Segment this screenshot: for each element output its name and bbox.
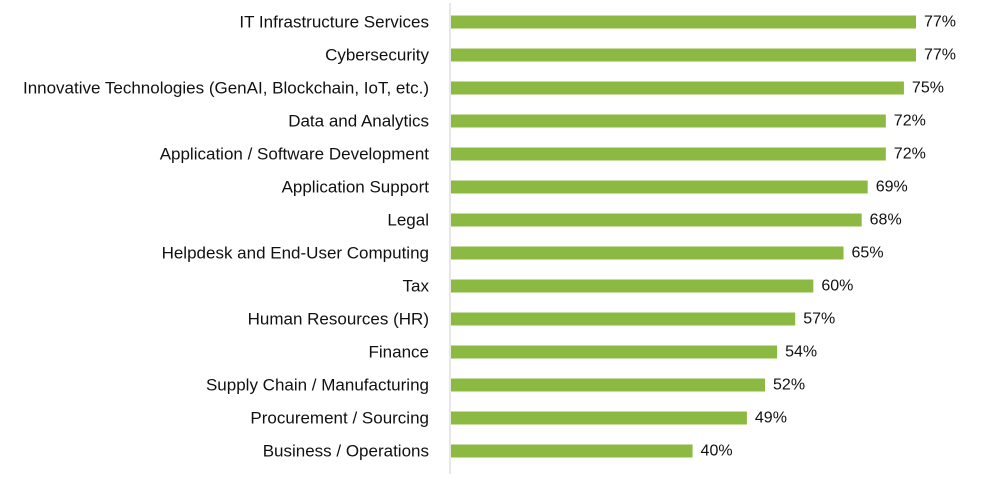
value-label: 49% [755, 410, 787, 427]
bar [451, 15, 916, 29]
category-label: Supply Chain / Manufacturing [206, 376, 429, 395]
value-label: 75% [912, 80, 944, 97]
value-label: 77% [924, 14, 956, 31]
bar [451, 147, 886, 161]
value-label: 57% [803, 311, 835, 328]
bar [451, 345, 778, 359]
category-label: Procurement / Sourcing [250, 409, 429, 428]
category-label: Finance [369, 343, 429, 362]
bar [451, 312, 796, 326]
bar [451, 411, 747, 425]
category-label: Tax [403, 277, 430, 296]
bar [451, 114, 886, 128]
category-label: Application / Software Development [160, 145, 430, 164]
bar [451, 246, 844, 260]
bar [451, 81, 904, 95]
value-label: 68% [870, 212, 902, 229]
category-label: Helpdesk and End-User Computing [162, 244, 429, 263]
category-label: Business / Operations [263, 442, 429, 461]
bar [451, 444, 693, 458]
bar [451, 180, 868, 194]
value-label: 52% [773, 377, 805, 394]
value-label: 69% [876, 179, 908, 196]
value-label: 54% [785, 344, 817, 361]
value-label: 72% [894, 113, 926, 130]
category-label: Cybersecurity [325, 46, 429, 65]
value-label: 40% [701, 443, 733, 460]
category-label: Data and Analytics [288, 112, 429, 131]
value-label: 65% [852, 245, 884, 262]
value-label: 77% [924, 47, 956, 64]
category-label: Innovative Technologies (GenAI, Blockcha… [23, 79, 429, 98]
value-label: 72% [894, 146, 926, 163]
category-label: Legal [387, 211, 429, 230]
bar [451, 279, 814, 293]
bar [451, 378, 766, 392]
bar [451, 48, 916, 62]
category-label: IT Infrastructure Services [239, 13, 429, 32]
category-label: Application Support [282, 178, 430, 197]
value-label: 60% [821, 278, 853, 295]
bar [451, 213, 862, 227]
category-label: Human Resources (HR) [248, 310, 429, 329]
